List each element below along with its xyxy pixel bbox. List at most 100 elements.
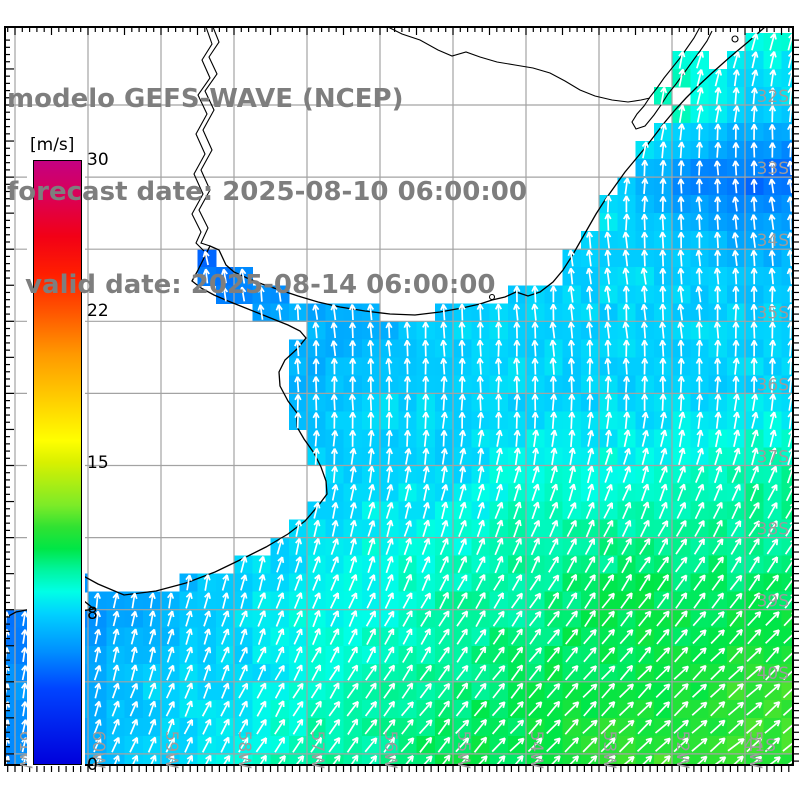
wind-arrow <box>585 501 595 520</box>
colorbar-tick-label: 0 <box>87 755 98 775</box>
wind-arrow <box>131 754 139 765</box>
wind-arrow <box>714 123 722 141</box>
wind-arrow <box>185 574 193 591</box>
wind-arrow <box>659 339 667 357</box>
wind-arrow <box>566 519 577 537</box>
wind-arrow <box>275 646 285 663</box>
wind-arrow <box>766 556 779 573</box>
border-line <box>387 27 651 103</box>
wind-arrow <box>183 718 194 735</box>
wind-arrow <box>403 357 411 375</box>
wind-arrow <box>404 465 412 483</box>
wind-arrow <box>473 718 488 735</box>
wind-arrow <box>366 592 376 609</box>
wind-arrow <box>20 611 29 627</box>
wind-arrow <box>728 665 744 680</box>
wind-arrow <box>549 303 557 321</box>
wind-arrow <box>477 447 485 465</box>
wind-arrow <box>531 303 539 321</box>
wind-arrow <box>604 375 612 393</box>
wind-arrow <box>529 574 541 591</box>
wind-arrow <box>455 737 470 753</box>
wind-arrow <box>709 719 726 734</box>
wind-arrow <box>455 719 470 735</box>
wind-arrow <box>239 286 247 302</box>
wind-arrow <box>129 682 139 699</box>
wind-arrow <box>509 737 525 752</box>
wind-arrow <box>418 719 433 735</box>
wind-arrow <box>764 719 781 734</box>
wind-arrow <box>475 573 486 591</box>
wind-arrow <box>695 465 705 483</box>
wind-arrow <box>438 646 450 663</box>
wind-arrow <box>474 664 487 681</box>
wind-arrow <box>475 556 486 573</box>
wind-arrow <box>695 339 704 357</box>
wind-arrow <box>732 105 740 123</box>
wind-arrow <box>310 646 322 663</box>
wind-arrow <box>751 51 759 69</box>
wind-arrow <box>530 555 541 574</box>
wind-arrow <box>21 682 29 699</box>
wind-arrow <box>458 483 467 501</box>
wind-arrow <box>492 646 505 663</box>
wind-arrow <box>364 718 378 735</box>
wind-arrow <box>257 304 265 320</box>
wind-arrow <box>584 592 596 609</box>
wind-arrow <box>765 646 780 663</box>
wind-arrow <box>348 610 358 627</box>
wind-arrow <box>584 555 596 574</box>
wind-arrow <box>292 682 304 699</box>
wind-arrow <box>204 754 212 765</box>
wind-arrow <box>276 556 285 573</box>
wind-arrow <box>258 555 266 573</box>
wind-arrow <box>94 682 102 699</box>
wind-arrow <box>513 483 522 502</box>
wind-arrow <box>673 665 690 680</box>
wind-arrow <box>678 50 686 69</box>
wind-arrow <box>750 755 763 765</box>
lat-label: 33S <box>757 159 789 179</box>
wind-arrow <box>402 664 413 681</box>
wind-arrow <box>422 375 430 393</box>
wind-arrow <box>712 501 723 519</box>
wind-arrow <box>275 700 285 718</box>
wind-arrow <box>531 483 540 501</box>
wind-arrow <box>495 375 503 393</box>
wind-arrow <box>549 321 557 339</box>
wind-arrow <box>330 304 338 321</box>
wind-arrow <box>582 719 598 735</box>
wind-arrow <box>621 537 632 555</box>
wind-arrow <box>732 411 741 429</box>
wind-arrow <box>440 411 448 429</box>
wind-arrow <box>477 465 485 483</box>
wind-arrow <box>400 701 414 717</box>
wind-arrow <box>476 537 486 556</box>
wind-arrow <box>767 483 778 501</box>
wind-arrow <box>583 646 597 663</box>
wind-arrow <box>764 701 781 717</box>
wind-arrow <box>494 357 503 375</box>
axis-labels: 61W 60W 59W 58W 57W 56W 55W 54W 53W 52W 51W32S33S3… <box>15 87 789 769</box>
wind-arrow <box>330 556 339 573</box>
wind-arrow <box>331 430 339 447</box>
wind-arrow <box>167 610 175 627</box>
wind-arrow <box>675 574 688 591</box>
wind-arrow <box>111 682 120 699</box>
wind-arrow <box>604 357 612 375</box>
wind-arrow <box>458 357 466 375</box>
wind-arrow <box>238 736 249 753</box>
wind-arrow <box>530 537 541 556</box>
wind-arrow <box>456 574 468 591</box>
wind-arrow <box>546 737 561 753</box>
wind-arrow <box>531 755 543 765</box>
colorbar-gradient <box>33 160 82 765</box>
wind-arrow <box>111 736 120 753</box>
wind-arrow <box>768 250 776 266</box>
wind-arrow <box>641 447 650 466</box>
wind-arrow <box>769 339 777 357</box>
wind-arrow <box>677 393 685 411</box>
wind-arrow <box>528 682 543 699</box>
wind-arrow <box>403 537 412 556</box>
wind-arrow <box>748 592 761 609</box>
